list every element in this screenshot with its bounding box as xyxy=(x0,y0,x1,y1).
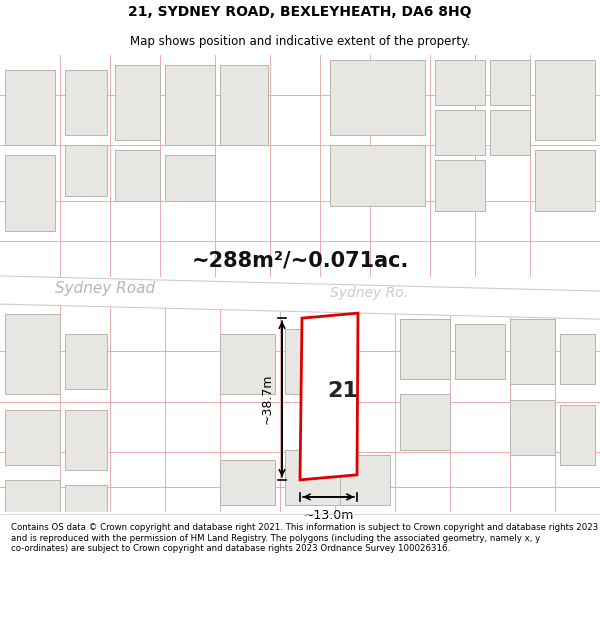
Bar xyxy=(65,409,107,470)
Bar xyxy=(285,450,340,505)
Polygon shape xyxy=(300,313,358,480)
Bar xyxy=(435,60,485,105)
Text: Contains OS data © Crown copyright and database right 2021. This information is : Contains OS data © Crown copyright and d… xyxy=(11,523,598,553)
Bar xyxy=(220,65,268,146)
Bar xyxy=(220,460,275,505)
Bar xyxy=(330,60,425,136)
Polygon shape xyxy=(0,276,600,319)
Bar xyxy=(5,314,60,394)
Bar xyxy=(535,151,595,211)
Bar xyxy=(340,455,390,505)
Text: Sydney Ro.: Sydney Ro. xyxy=(330,286,408,300)
Bar xyxy=(5,70,55,146)
Bar xyxy=(5,480,60,535)
Bar xyxy=(65,70,107,136)
Bar xyxy=(490,110,530,156)
Bar xyxy=(165,156,215,201)
Bar xyxy=(165,65,215,146)
Bar xyxy=(400,319,450,379)
Bar xyxy=(510,399,555,455)
Text: Map shows position and indicative extent of the property.: Map shows position and indicative extent… xyxy=(130,35,470,48)
Bar xyxy=(330,146,425,206)
Text: Sydney Road: Sydney Road xyxy=(55,281,155,296)
Bar xyxy=(535,60,595,141)
Text: 21, SYDNEY ROAD, BEXLEYHEATH, DA6 8HQ: 21, SYDNEY ROAD, BEXLEYHEATH, DA6 8HQ xyxy=(128,5,472,19)
Bar xyxy=(5,156,55,231)
Bar xyxy=(220,334,275,394)
Bar xyxy=(560,334,595,384)
Text: ~38.7m: ~38.7m xyxy=(261,374,274,424)
Text: 21: 21 xyxy=(328,381,358,401)
Bar xyxy=(455,324,505,379)
Bar xyxy=(510,319,555,384)
Bar xyxy=(115,65,160,141)
Text: ~13.0m: ~13.0m xyxy=(304,509,353,522)
Bar xyxy=(560,404,595,465)
Bar xyxy=(285,329,340,394)
Bar xyxy=(435,110,485,156)
Bar xyxy=(435,161,485,211)
Bar xyxy=(65,485,107,540)
Bar xyxy=(490,60,530,105)
Bar xyxy=(115,151,160,201)
Bar xyxy=(65,334,107,389)
Bar xyxy=(400,394,450,450)
Bar xyxy=(5,409,60,465)
Bar xyxy=(65,146,107,196)
Text: ~288m²/~0.071ac.: ~288m²/~0.071ac. xyxy=(191,251,409,271)
